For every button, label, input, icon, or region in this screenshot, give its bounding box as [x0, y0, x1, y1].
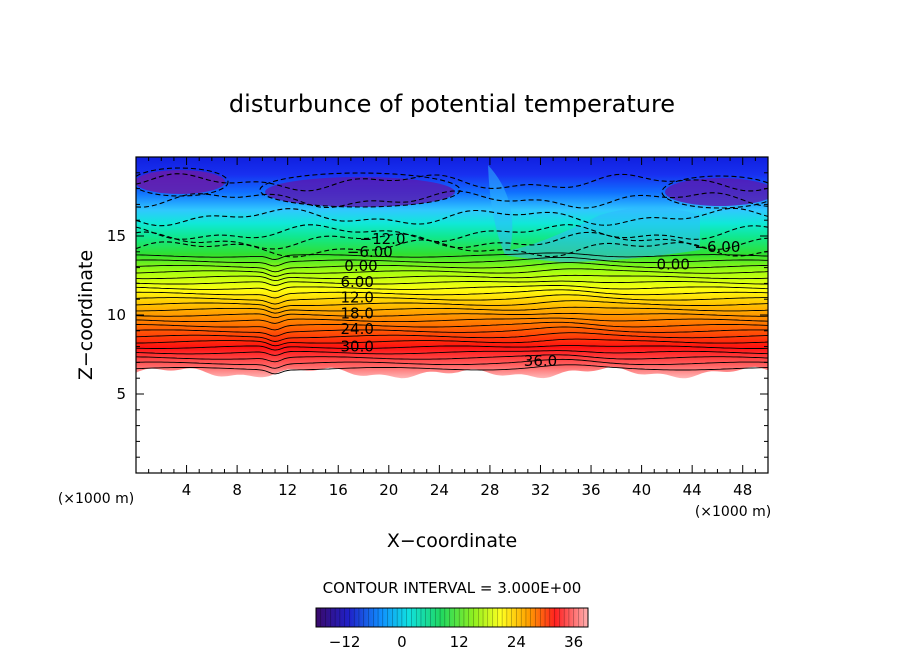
dashed-contour-loop [661, 175, 768, 209]
colorbar-tick-label: 12 [450, 633, 469, 651]
contour-label: −12.0 [360, 230, 406, 248]
contour-lines [136, 252, 768, 375]
x-tick-label: 24 [430, 481, 449, 499]
contour-interval-text: CONTOUR INTERVAL = 3.000E+00 [323, 579, 582, 597]
y-axis-label: Z−coordinate [75, 250, 97, 380]
x-tick-label: 20 [379, 481, 398, 499]
contour-line [136, 289, 768, 299]
contour-line [136, 312, 768, 319]
dashed-contour-loop [259, 172, 461, 208]
dashed-contour-line [136, 207, 768, 227]
plot-area: −12.0−6.000.006.0012.018.024.030.036.0−6… [136, 157, 768, 473]
colorbar-tick-label: 0 [397, 633, 407, 651]
dashed-contour-line [136, 173, 768, 192]
x-tick-label: 16 [329, 481, 348, 499]
contour-labels: −12.0−6.000.006.0012.018.024.030.036.0−6… [340, 230, 740, 370]
colorbar [316, 608, 588, 627]
x-tick-label: 32 [531, 481, 550, 499]
dashed-contour-line [136, 224, 768, 243]
x-tick-label: 36 [581, 481, 600, 499]
x-tick-label: 40 [632, 481, 651, 499]
colorbar-tick-label: 24 [507, 633, 526, 651]
cold-anomaly-3 [665, 178, 768, 206]
cold-anomaly-2 [265, 177, 455, 207]
colorbar-frame [315, 607, 589, 628]
contour-label: 0.00 [656, 255, 689, 273]
contour-line [136, 345, 768, 351]
contour-line [136, 321, 768, 331]
contour-label: 6.00 [340, 273, 373, 291]
cold-anomaly-1 [136, 170, 225, 194]
dashed-contour-line [136, 231, 768, 250]
dashed-contour-loop [136, 167, 229, 197]
contour-label: 12.0 [340, 289, 373, 307]
contour-label: −6.00 [694, 238, 740, 256]
contour-line [136, 317, 768, 324]
contour-label: 18.0 [340, 304, 373, 322]
contour-line [136, 306, 768, 314]
contour-line [136, 332, 768, 342]
y-tick-label: 15 [107, 227, 126, 245]
x-axis-ticks: 4 8 12 16 20 24 28 32 36 40 44 48 [135, 157, 769, 499]
contour-label: 36.0 [524, 352, 557, 370]
contour-line [136, 268, 768, 277]
x-unit-right: (×1000 m) [695, 504, 771, 520]
contour-label: 0.00 [344, 257, 377, 275]
x-tick-label: 8 [232, 481, 242, 499]
y-tick-label: 10 [107, 306, 126, 324]
contour-line [136, 256, 768, 267]
contour-line [136, 274, 768, 282]
contour-label: −6.00 [347, 243, 393, 261]
x-tick-label: 28 [480, 481, 499, 499]
x-axis-label: X−coordinate [387, 530, 517, 552]
mixing-region [488, 165, 700, 262]
y-tick-label: 5 [116, 385, 126, 403]
contour-line [136, 262, 768, 273]
dashed-contour-lines [136, 167, 768, 258]
contour-line [136, 354, 768, 363]
contour-line [136, 358, 768, 369]
contour-line [136, 294, 768, 305]
contour-label: 24.0 [340, 320, 373, 338]
chart-title: disturbunce of potential temperature [229, 90, 675, 118]
colorbar-ticks: −12 0 12 24 36 [329, 633, 583, 651]
contour-line [136, 285, 768, 292]
contour-line [136, 364, 768, 375]
contour-line [136, 280, 768, 286]
x-tick-label: 44 [683, 481, 702, 499]
x-tick-label: 12 [278, 481, 297, 499]
y-axis-ticks: 5 10 15 [107, 156, 768, 474]
dashed-contour-line [136, 190, 768, 209]
x-tick-label: 4 [182, 481, 192, 499]
contour-line [136, 338, 768, 347]
contour-line [136, 300, 768, 310]
contour-line [136, 326, 768, 337]
x-tick-label: 48 [733, 481, 752, 499]
contour-line [136, 252, 768, 260]
x-unit-left: (×1000 m) [58, 491, 134, 507]
colorbar-tick-label: 36 [564, 633, 583, 651]
contour-line [136, 350, 768, 356]
colorbar-tick-label: −12 [329, 633, 361, 651]
contour-label: 30.0 [340, 338, 373, 356]
